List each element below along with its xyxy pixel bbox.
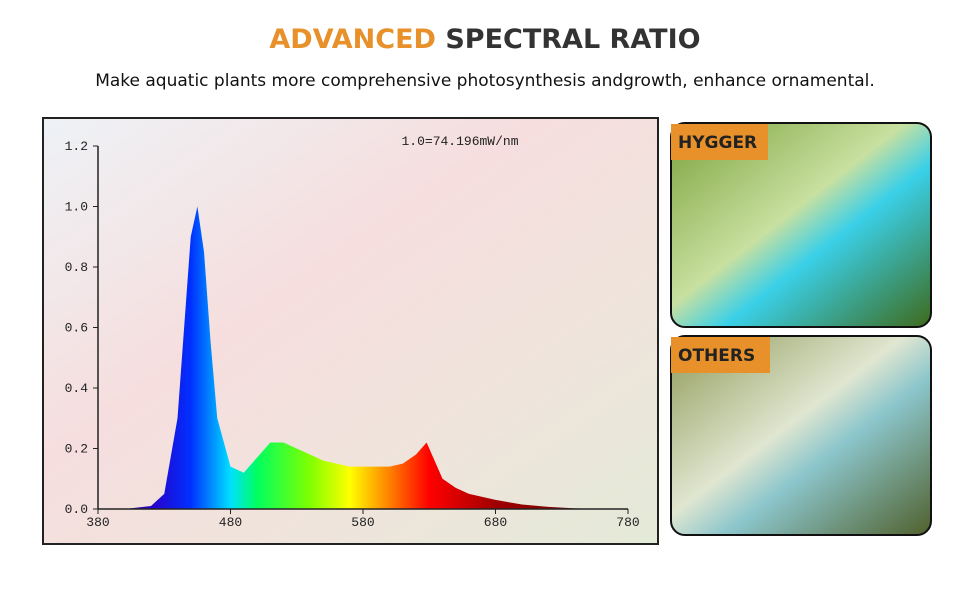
y-tick-label: 0.0 [65,502,88,517]
subtitle: Make aquatic plants more comprehensive p… [95,71,875,91]
title-highlight: ADVANCED [269,24,436,55]
title: ADVANCED SPECTRAL RATIO [269,24,700,55]
y-tick-label: 0.2 [65,442,88,457]
x-tick-label: 780 [616,515,639,530]
title-rest: SPECTRAL RATIO [445,24,700,55]
others-badge [671,337,770,373]
y-tick-label: 0.4 [65,381,89,396]
x-tick-label: 580 [351,515,374,530]
x-tick-label: 680 [484,515,507,530]
hygger-badge [671,124,768,160]
y-tick-label: 0.6 [65,321,88,336]
plot: 0.0 0.2 0.4 0.6 0.8 1.0 1.2 380 480 580 680 780 1.0=… [65,134,640,530]
y-tick-label: 1.2 [65,139,88,154]
y-tick-label: 1.0 [65,200,88,215]
spectrum-area [98,206,628,509]
x-tick-label: 480 [219,515,242,530]
y-tick-label: 0.8 [65,260,88,275]
x-tick-label: 380 [86,515,109,530]
others-label: OTHERS [678,346,755,366]
hygger-label: HYGGER [678,133,757,153]
annotation: 1.0=74.196mW/nm [401,134,518,149]
hygger-photo [670,122,932,328]
others-photo [670,335,932,536]
